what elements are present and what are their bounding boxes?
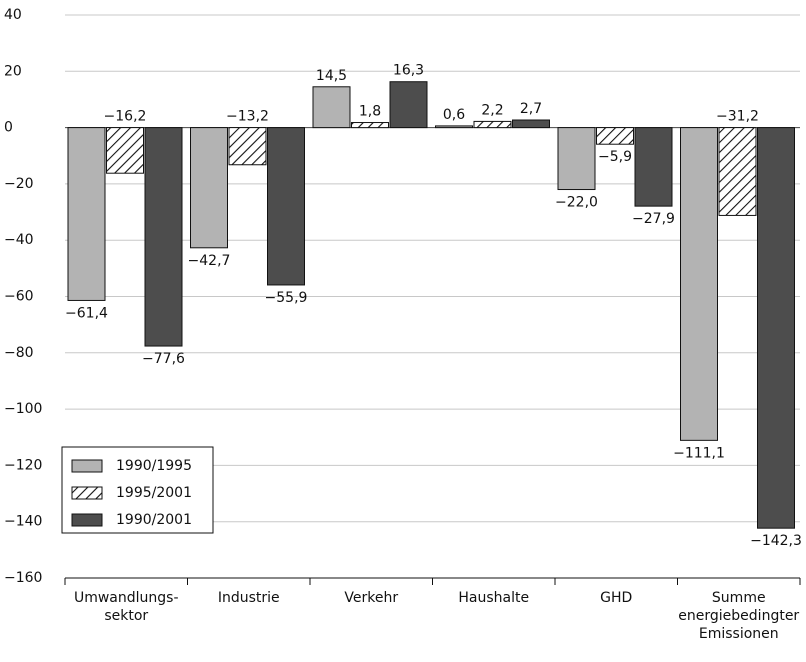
y-tick-label: −80 bbox=[4, 345, 34, 361]
value-label: −22,0 bbox=[555, 195, 598, 211]
bar bbox=[228, 127, 267, 166]
value-label: −5,9 bbox=[598, 149, 632, 165]
bar bbox=[718, 127, 757, 216]
value-label: −111,1 bbox=[673, 445, 725, 461]
bar bbox=[680, 127, 718, 441]
value-label: −55,9 bbox=[265, 290, 308, 306]
legend-swatch bbox=[71, 459, 103, 473]
x-tick-label: GHD bbox=[600, 590, 632, 606]
bar bbox=[312, 86, 351, 129]
value-label: −142,3 bbox=[750, 533, 802, 549]
bar bbox=[389, 81, 428, 129]
bar bbox=[757, 127, 795, 529]
value-label: −31,2 bbox=[716, 109, 759, 125]
value-label: 16,3 bbox=[393, 63, 424, 79]
legend-label: 1990/2001 bbox=[116, 512, 192, 528]
legend-swatch bbox=[71, 513, 103, 527]
y-tick-label: −20 bbox=[4, 176, 34, 192]
x-tick-label: Verkehr bbox=[344, 590, 398, 606]
x-tick-label: Industrie bbox=[218, 590, 280, 606]
y-tick-label: −140 bbox=[4, 514, 42, 530]
value-label: 14,5 bbox=[316, 68, 347, 84]
legend-swatch bbox=[71, 486, 103, 500]
value-label: −16,2 bbox=[104, 109, 147, 125]
bar bbox=[190, 127, 228, 249]
value-label: 2,2 bbox=[481, 102, 503, 118]
value-label: −42,7 bbox=[188, 253, 231, 269]
value-label: 1,8 bbox=[359, 104, 381, 120]
bar bbox=[473, 120, 512, 129]
bar bbox=[512, 119, 550, 129]
value-label: −61,4 bbox=[65, 305, 108, 321]
bar bbox=[106, 127, 144, 174]
bar bbox=[267, 127, 305, 286]
y-tick-label: 40 bbox=[4, 7, 22, 23]
value-label: −27,9 bbox=[632, 211, 675, 227]
y-tick-label: −60 bbox=[4, 289, 34, 305]
value-label: 2,7 bbox=[520, 101, 542, 117]
y-tick-label: −100 bbox=[4, 401, 42, 417]
bar bbox=[596, 127, 634, 145]
legend-label: 1995/2001 bbox=[116, 485, 192, 501]
x-tick-label: Umwandlungs-sektor bbox=[74, 590, 179, 624]
value-label: 0,6 bbox=[443, 107, 465, 123]
y-tick-label: 20 bbox=[4, 63, 22, 79]
value-label: −77,6 bbox=[142, 351, 185, 367]
x-tick-label: Summe energiebedingter Emissionen bbox=[678, 590, 799, 642]
value-label: −13,2 bbox=[226, 109, 269, 125]
y-tick-label: 0 bbox=[4, 120, 13, 136]
bar bbox=[435, 125, 473, 129]
bar bbox=[67, 127, 106, 301]
legend-label: 1990/1995 bbox=[116, 458, 192, 474]
y-tick-label: −120 bbox=[4, 457, 42, 473]
bar bbox=[351, 122, 389, 129]
legend: 1990/1995 1995/2001 1990/2001 bbox=[61, 446, 214, 534]
y-tick-label: −40 bbox=[4, 232, 34, 248]
bar bbox=[557, 127, 596, 191]
bar bbox=[144, 127, 183, 347]
bar bbox=[634, 127, 673, 207]
y-tick-label: −160 bbox=[4, 570, 42, 586]
x-tick-label: Haushalte bbox=[458, 590, 529, 606]
